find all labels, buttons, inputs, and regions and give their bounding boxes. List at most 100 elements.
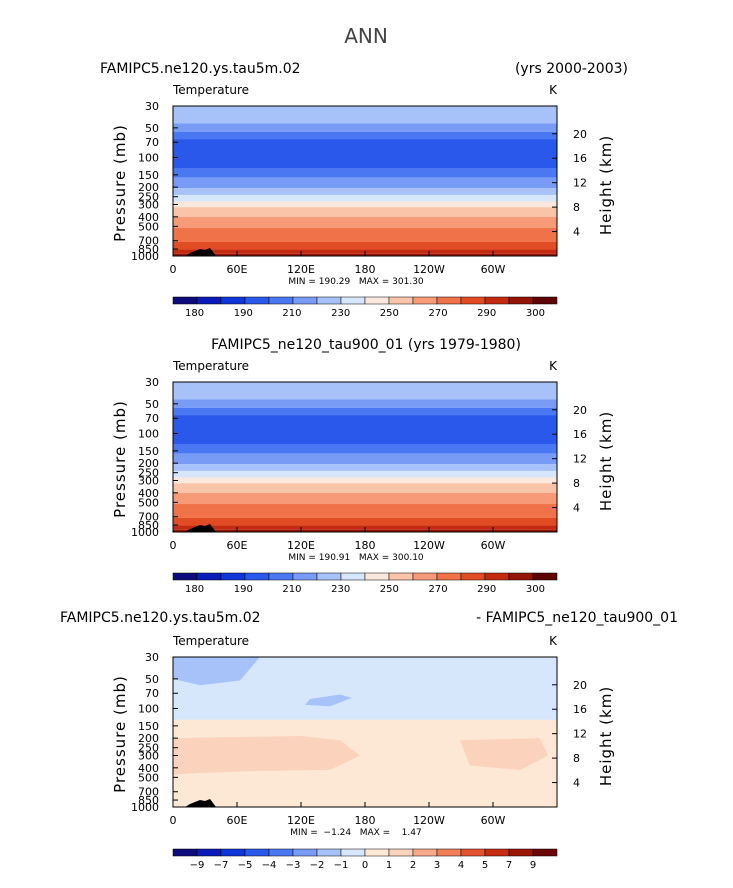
colorbar-label: 300 <box>526 308 545 319</box>
pressure-tick-label: 250 <box>138 191 159 204</box>
longitude-axis: 0 60E 120E 180 120W 60W <box>170 802 506 827</box>
contour-band <box>173 207 557 217</box>
colorbar-swatch <box>436 296 462 305</box>
colorbar-label: 190 <box>234 584 253 595</box>
colorbar-swatch <box>460 848 486 857</box>
pressure-tick-label: 200 <box>138 732 159 745</box>
topography <box>185 799 216 807</box>
cool-anomaly <box>173 657 260 686</box>
pressure-tick-label: 850 <box>138 794 159 807</box>
colorbar-swatch <box>364 848 390 857</box>
colorbar: 180 190 210 230 250 270 290 300 <box>172 296 558 319</box>
colorbar-swatch <box>388 296 414 305</box>
colorbar-swatch <box>388 848 414 857</box>
height-tick-label: 12 <box>573 728 587 741</box>
colorbar-swatch <box>484 572 510 581</box>
pressure-tick-label: 70 <box>145 136 159 149</box>
contour-band <box>173 399 557 408</box>
height-tick-label: 4 <box>573 502 580 515</box>
colorbar-label: 300 <box>526 584 545 595</box>
colorbar-label: −7 <box>214 860 229 871</box>
pressure-tick-label: 1000 <box>131 526 159 539</box>
colorbar-swatch <box>532 296 558 305</box>
colorbar-label: 7 <box>506 860 512 871</box>
colorbar-label: 0 <box>362 860 368 871</box>
longitude-tick-label: 120W <box>413 263 445 276</box>
warm-anomaly <box>173 735 360 775</box>
colorbar-swatch <box>196 848 222 857</box>
colorbar-label: 4 <box>458 860 464 871</box>
topography <box>185 248 216 256</box>
colorbar-label: 1 <box>386 860 392 871</box>
contour-band <box>173 131 557 140</box>
contour-band <box>173 483 557 493</box>
colorbar-swatch <box>340 572 366 581</box>
contour-bands <box>173 382 557 532</box>
longitude-tick-label: 0 <box>170 539 177 552</box>
colorbar-swatch <box>388 572 414 581</box>
height-tick-label: 12 <box>573 177 587 190</box>
pressure-tick-label: 700 <box>138 235 159 248</box>
pressure-tick-label: 850 <box>138 243 159 256</box>
units-label: K <box>549 83 558 97</box>
colorbar-swatch <box>220 572 246 581</box>
longitude-axis: 0 60E 120E 180 120W 60W <box>170 251 506 276</box>
panel-title-left: FAMIPC5.ne120.ys.tau5m.02 <box>60 610 261 626</box>
height-tick-label: 20 <box>573 404 587 417</box>
height-axis: 4 8 12 16 20 <box>552 679 587 790</box>
chart-panel-3: FAMIPC5.ne120.ys.tau5m.02 - FAMIPC5_ne120… <box>60 610 678 871</box>
pressure-tick-label: 700 <box>138 786 159 799</box>
longitude-tick-label: 120E <box>287 263 315 276</box>
colorbar-label: −5 <box>238 860 253 871</box>
longitude-tick-label: 60E <box>227 263 248 276</box>
colorbar-label: 180 <box>185 308 204 319</box>
y-axis-label-right: Height (km) <box>597 686 615 786</box>
colorbar-swatch <box>436 572 462 581</box>
contour-band <box>173 201 557 208</box>
colorbar-swatch <box>484 848 510 857</box>
longitude-tick-label: 120E <box>287 539 315 552</box>
height-tick-label: 8 <box>573 201 580 214</box>
colorbar-swatch <box>364 572 390 581</box>
colorbar-label: 9 <box>530 860 536 871</box>
pressure-tick-label: 300 <box>138 474 159 487</box>
pressure-tick-label: 30 <box>145 651 159 664</box>
colorbar-swatch <box>460 572 486 581</box>
contour-band <box>173 464 557 471</box>
colorbar-swatch <box>508 572 534 581</box>
contour-band <box>173 188 557 195</box>
colorbar-label: −9 <box>190 860 205 871</box>
pressure-tick-label: 100 <box>138 703 159 716</box>
colorbar-label: 2 <box>410 860 416 871</box>
contour-band <box>173 216 557 229</box>
colorbar-label: 230 <box>331 308 350 319</box>
contour-band <box>173 444 557 454</box>
longitude-tick-label: 120W <box>413 539 445 552</box>
colorbar-swatch <box>268 296 294 305</box>
colorbar-swatch <box>532 572 558 581</box>
contour-band <box>173 492 557 505</box>
colorbar-swatch <box>460 296 486 305</box>
pressure-tick-label: 1000 <box>131 250 159 263</box>
contour-band <box>173 228 557 242</box>
height-tick-label: 4 <box>573 777 580 790</box>
longitude-tick-label: 120W <box>413 814 445 827</box>
colorbar-label: −1 <box>334 860 349 871</box>
pressure-tick-label: 400 <box>138 762 159 775</box>
min-max-stats: MIN = −1.24 MAX = 1.47 <box>290 828 421 838</box>
pressure-tick-label: 30 <box>145 376 159 389</box>
colorbar-label: 270 <box>428 308 447 319</box>
colorbar-label: 270 <box>428 584 447 595</box>
colorbar-swatch <box>436 848 462 857</box>
longitude-tick-label: 60E <box>227 814 248 827</box>
colorbar-swatch <box>172 848 198 857</box>
panel-title-right: (yrs 2000-2003) <box>515 61 628 77</box>
colorbar-swatch <box>172 296 198 305</box>
pressure-tick-label: 30 <box>145 100 159 113</box>
colorbar-swatch <box>412 848 438 857</box>
pressure-tick-label: 200 <box>138 457 159 470</box>
contour-bands <box>173 106 557 256</box>
colorbar-label: 290 <box>477 584 496 595</box>
panel-title-left: FAMIPC5.ne120.ys.tau5m.02 <box>100 61 301 77</box>
colorbar: 180 190 210 230 250 270 290 300 <box>172 572 558 595</box>
